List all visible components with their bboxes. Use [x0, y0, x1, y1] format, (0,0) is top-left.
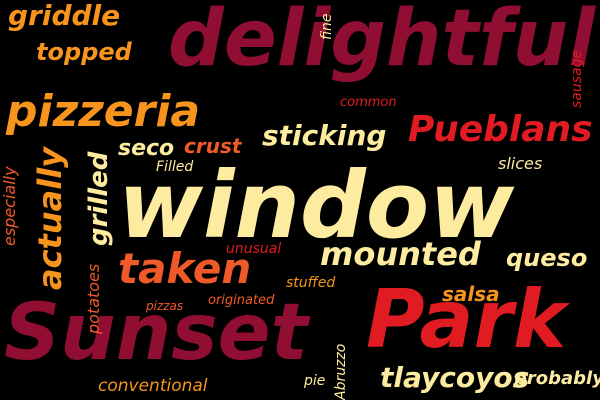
word-stuffed: stuffed — [286, 275, 336, 291]
word-window: window — [118, 152, 515, 259]
word-pie: pie — [304, 373, 326, 389]
word-crust: crust — [184, 134, 242, 158]
word-pueblans: Pueblans — [408, 109, 593, 150]
word-filled: Filled — [156, 159, 194, 175]
word-unusual: unusual — [226, 241, 282, 257]
word-abruzzo: Abruzzo — [333, 343, 349, 400]
word-queso: queso — [506, 244, 588, 272]
word-delightful: delightful — [168, 0, 596, 84]
word-mounted: mounted — [320, 235, 481, 273]
word-especially: especially — [0, 166, 19, 246]
word-originated: originated — [208, 293, 275, 308]
word-sausage: sausage — [569, 49, 585, 108]
word-sticking: sticking — [262, 119, 387, 152]
word-potatoes: potatoes — [84, 263, 103, 334]
word-pizzeria: pizzeria — [6, 86, 201, 137]
word-pizzas: pizzas — [146, 299, 184, 313]
word-griddle: griddle — [8, 0, 121, 32]
word-actually: actually — [31, 146, 69, 290]
word-seco: seco — [118, 136, 175, 161]
word-tlaycoyos: tlaycoyos — [380, 361, 530, 394]
word-conventional: conventional — [98, 376, 208, 396]
word-probably: probably — [514, 368, 600, 389]
word-sunset: Sunset — [4, 288, 308, 378]
word-topped: topped — [36, 38, 132, 66]
word-taken: taken — [118, 244, 252, 293]
word-park: Park — [366, 273, 567, 366]
word-salsa: salsa — [442, 282, 500, 306]
word-fine: fine — [319, 13, 335, 40]
word-common: common — [340, 95, 397, 110]
word-grilled: grilled — [84, 151, 114, 246]
word-slices: slices — [498, 154, 543, 173]
